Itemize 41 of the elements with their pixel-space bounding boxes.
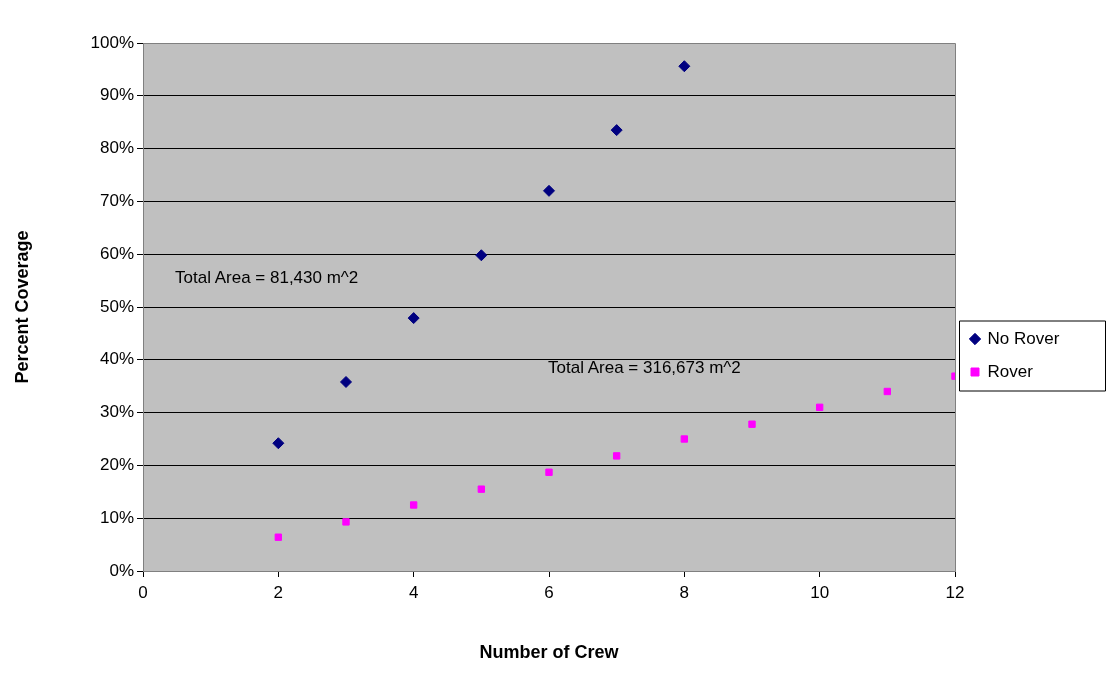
annotation: Total Area = 316,673 m^2 (548, 358, 741, 378)
point (342, 518, 350, 526)
y-tick-label: 40% (99, 349, 134, 369)
point (815, 403, 824, 411)
legend-label: No Rover (987, 328, 1060, 348)
point (409, 501, 418, 509)
point (678, 60, 691, 73)
point (545, 468, 553, 476)
point (680, 435, 689, 443)
point (272, 437, 285, 450)
y-tick-label: 70% (99, 191, 134, 211)
point (340, 375, 352, 388)
point (475, 249, 488, 262)
y-tick-label: 20% (99, 455, 134, 475)
y-tick-label: 60% (99, 243, 134, 263)
x-axis-title: Number of Crew (479, 642, 620, 663)
point (543, 184, 555, 197)
x-tick-label: 12 (945, 582, 965, 602)
x-tick-label: 8 (679, 582, 690, 602)
point (274, 533, 283, 541)
x-tick-label: 2 (273, 582, 284, 602)
y-tick-label: 30% (99, 402, 134, 422)
point (610, 124, 623, 137)
x-tick-label: 4 (408, 582, 419, 602)
y-tick-label: 10% (99, 507, 134, 527)
y-tick-label: 90% (99, 85, 134, 105)
y-tick-label: 0% (109, 560, 134, 580)
x-tick-label: 10 (810, 582, 830, 602)
y-tick-label: 100% (90, 32, 134, 52)
point (748, 420, 756, 428)
point (612, 452, 621, 460)
legend-label: Rover (987, 361, 1034, 381)
x-tick-label: 0 (138, 582, 148, 602)
point (883, 387, 892, 396)
annotation: Total Area = 81,430 m^2 (175, 268, 359, 288)
y-axis-title: Percent Coverage (11, 230, 32, 384)
y-tick-label: 80% (99, 138, 134, 158)
point (407, 312, 420, 325)
y-tick-label: 50% (99, 296, 134, 316)
x-tick-label: 6 (544, 582, 554, 602)
point (477, 485, 486, 493)
